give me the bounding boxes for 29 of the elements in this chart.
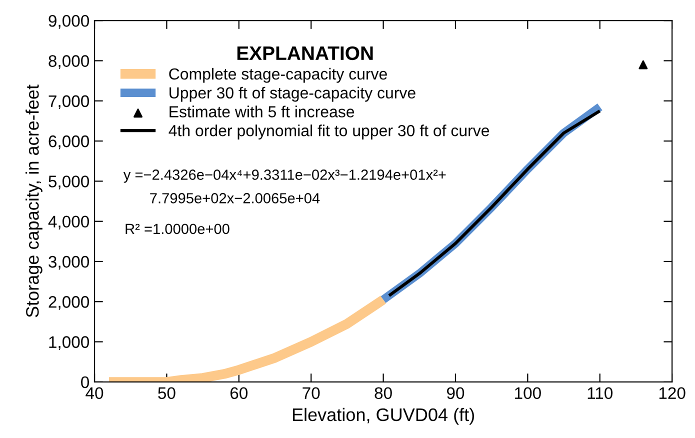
y-tick-label: 0 [81, 376, 90, 388]
y-tick-label: 4,000 [48, 216, 90, 230]
legend-label: Upper 30 ft of stage-capacity curve [170, 86, 416, 102]
x-tick-label: 80 [374, 387, 392, 400]
legend-title: EXPLANATION [237, 46, 373, 60]
y-tick-label: 6,000 [48, 135, 90, 150]
y-tick-label: 1,000 [49, 336, 90, 350]
x-tick-label: 40 [86, 387, 104, 400]
x-axis-title: Elevation, GUVD04 (ft) [292, 408, 474, 425]
annotation: 7.7995e+02x−2.0065e+04 [150, 193, 320, 204]
y-tick-label: 8,000 [48, 55, 90, 69]
annotation: y =−2.4326e−04x⁴+9.3311e−02x³−1.2194e+01x²+ [123, 170, 446, 183]
x-tick-label: 70 [302, 387, 320, 400]
y-tick-label: 3,000 [48, 256, 90, 270]
x-tick-label: 60 [230, 387, 248, 400]
annotation: R² =1.0000e+00 [126, 224, 230, 234]
x-tick-label: 50 [158, 387, 176, 400]
legend-label: 4th order polynomial fit to upper 30 ft of curve [168, 124, 490, 140]
y-axis-title: Storage capacity, in acre-feet [26, 84, 42, 318]
x-tick-label: 110 [588, 387, 613, 400]
y-tick-label: 5,000 [48, 176, 90, 190]
x-tick-label: 90 [447, 387, 464, 400]
y-tick-label: 7,000 [48, 95, 90, 110]
legend-label: Estimate with 5 ft increase [170, 106, 354, 118]
x-tick-label: 120 [659, 387, 686, 400]
y-tick-label: 2,000 [48, 296, 90, 310]
legend-label: Complete stage-capacity curve [169, 68, 387, 83]
y-tick-label: 9,000 [48, 14, 90, 29]
x-tick-label: 100 [515, 387, 541, 400]
